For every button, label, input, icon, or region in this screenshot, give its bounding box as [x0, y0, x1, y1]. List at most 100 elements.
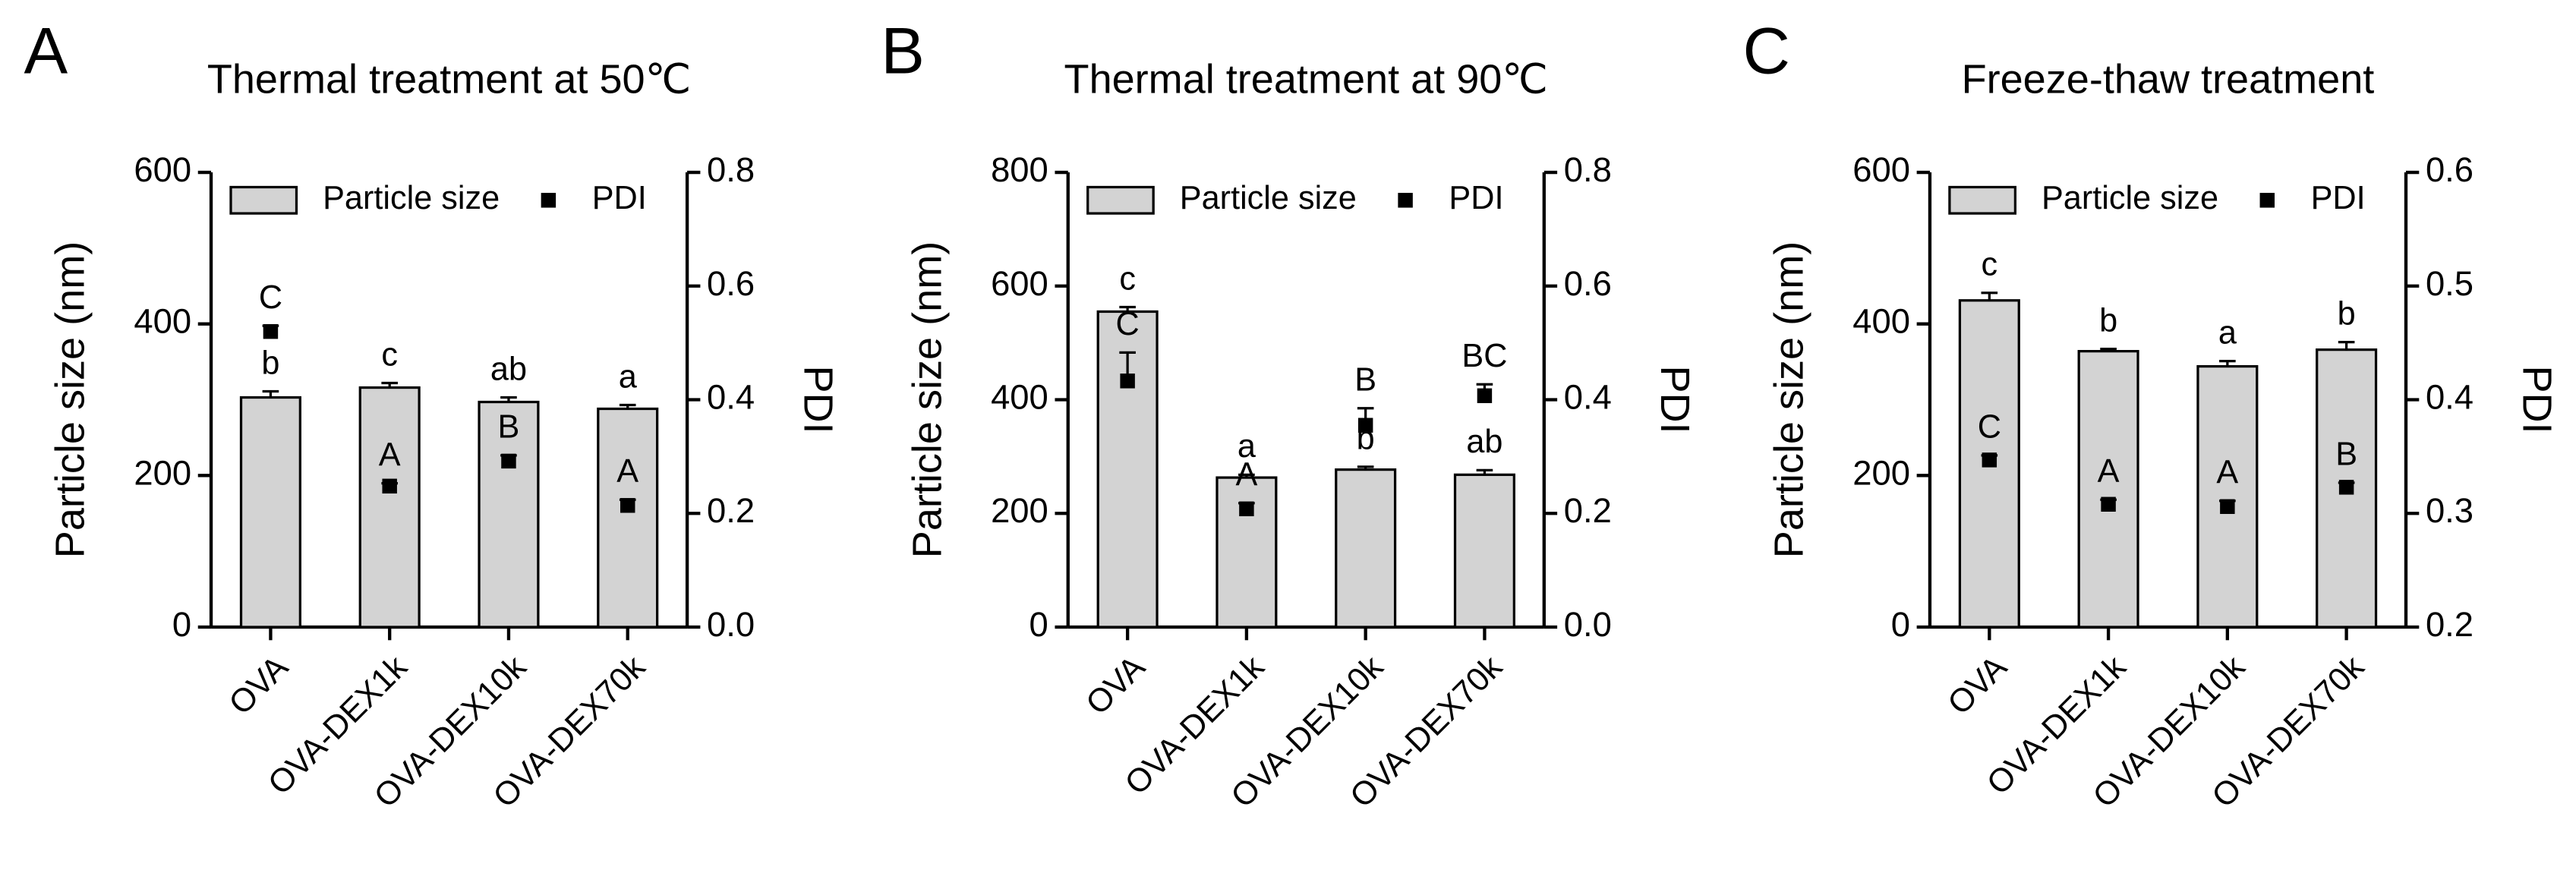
point [2101, 496, 2116, 512]
y2-tick-label: 0.0 [707, 605, 755, 644]
significance-letter: B [2335, 437, 2357, 473]
legend-swatch [1948, 185, 2017, 215]
bar [358, 386, 421, 629]
y-axis-label: Particle size (nm) [48, 241, 93, 558]
bar [1453, 473, 1515, 629]
error-bar [1981, 292, 1998, 301]
y-axis-label: Particle size (nm) [904, 241, 950, 558]
y2-axis-label: PDI [1652, 365, 1698, 433]
error-bar [1476, 468, 1493, 475]
x-tick-label: OVA [1079, 649, 1152, 722]
significance-letter: B [498, 409, 520, 446]
significance-letter: C [1116, 306, 1140, 342]
y2-tick-label: 0.8 [707, 150, 755, 189]
error-bar [619, 403, 636, 409]
bar [2316, 348, 2378, 629]
y2-tick-label: 0.4 [707, 378, 755, 417]
y-tick-label: 200 [1852, 453, 1910, 492]
significance-letter: ab [490, 351, 527, 387]
significance-letter: b [2099, 302, 2117, 339]
y2-tick-label: 0.6 [1564, 264, 1612, 303]
significance-letter: c [1119, 260, 1136, 297]
error-bar [2338, 341, 2355, 350]
y-tick-label: 400 [1852, 302, 1910, 341]
point [2220, 499, 2235, 514]
significance-letter: BC [1461, 338, 1507, 374]
panel-letter: C [1742, 14, 1789, 87]
legend-label: Particle size [2042, 180, 2218, 216]
significance-letter: b [261, 345, 279, 381]
point [1239, 501, 1254, 516]
significance-letter: b [2338, 295, 2356, 332]
significance-letter: A [2098, 453, 2120, 490]
y2-tick-label: 0.3 [2426, 491, 2474, 530]
legend-label: Particle size [1180, 180, 1357, 216]
bar [239, 396, 301, 629]
significance-letter: c [1982, 247, 1998, 283]
y2-tick-label: 0.2 [2426, 605, 2474, 644]
legend-swatch [541, 193, 557, 208]
error-bar [2219, 359, 2236, 367]
bar [2077, 350, 2139, 629]
bar [597, 407, 659, 629]
y-tick-label: 400 [134, 302, 191, 341]
significance-letter: c [381, 336, 398, 373]
error-bar [2100, 348, 2117, 351]
significance-letter: A [616, 453, 638, 490]
point [263, 323, 279, 339]
y2-tick-label: 0.4 [2426, 378, 2474, 417]
error-bar [262, 389, 279, 398]
y-tick-label: 200 [991, 491, 1048, 530]
y2-tick-label: 0.2 [1564, 491, 1612, 530]
error-bar [1357, 465, 1374, 470]
y-tick-label: 600 [134, 150, 191, 189]
significance-letter: A [2216, 455, 2238, 491]
point [620, 498, 635, 513]
y-tick-label: 200 [134, 453, 191, 492]
legend-label: PDI [1449, 180, 1503, 216]
significance-letter: a [1238, 428, 1256, 465]
point [382, 478, 397, 494]
y2-tick-label: 0.0 [1564, 605, 1612, 644]
y2-tick-label: 0.5 [2426, 264, 2474, 303]
error-bar [1238, 473, 1255, 478]
bar [2196, 364, 2259, 629]
y-tick-label: 600 [991, 264, 1048, 303]
point [1357, 418, 1373, 433]
significance-letter: C [1978, 409, 2001, 446]
significance-letter: B [1354, 362, 1376, 399]
significance-letter: A [1235, 457, 1257, 493]
significance-letter: C [259, 279, 282, 316]
y-tick-label: 0 [1891, 605, 1910, 644]
significance-letter: a [2218, 314, 2237, 351]
x-tick-label: OVA [222, 649, 295, 722]
y-tick-label: 0 [1029, 605, 1048, 644]
point [1477, 388, 1493, 404]
legend-label: PDI [592, 180, 647, 216]
chart-title: Thermal treatment at 90℃ [1064, 56, 1548, 102]
legend-label: PDI [2311, 180, 2366, 216]
panel: A Thermal treatment at 50℃ Particle size (… [24, 14, 841, 815]
point [501, 453, 516, 469]
panel: B Thermal treatment at 90℃ Particle size (… [881, 14, 1698, 815]
legend-swatch [1086, 185, 1155, 215]
panel-letter: B [881, 14, 925, 87]
panel-letter: A [24, 14, 68, 87]
y-axis-label: Particle size (nm) [1767, 241, 1812, 558]
bar [1335, 468, 1397, 629]
significance-letter: A [379, 437, 401, 473]
bar [1215, 476, 1278, 629]
error-bar [1119, 305, 1136, 312]
point [2338, 480, 2354, 495]
y2-tick-label: 0.4 [1564, 378, 1612, 417]
error-bar [500, 396, 517, 402]
panel: C Freeze-thaw treatment Particle size (nm)… [1742, 14, 2559, 815]
y2-tick-label: 0.8 [1564, 150, 1612, 189]
y-tick-label: 0 [172, 605, 191, 644]
significance-letter: a [619, 358, 638, 395]
error-bar [381, 381, 399, 388]
y2-axis-label: PDI [795, 365, 840, 433]
legend-swatch [2259, 193, 2275, 208]
